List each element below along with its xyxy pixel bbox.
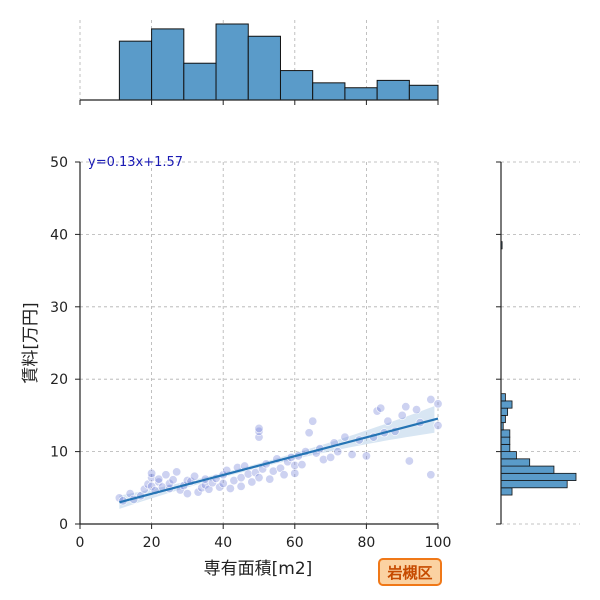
y-tick-label: 30 xyxy=(50,300,68,316)
right-hist-bar xyxy=(500,393,506,402)
right-histogram xyxy=(496,161,580,525)
right-hist-bar xyxy=(500,451,517,460)
scatter-point xyxy=(361,451,371,461)
scatter-point xyxy=(243,469,253,479)
scatter-point xyxy=(218,478,228,488)
scatter-point xyxy=(340,432,350,442)
scatter-point xyxy=(147,468,157,478)
x-tick-label: 0 xyxy=(76,535,85,551)
top-hist-bar xyxy=(376,79,410,101)
scatter-point xyxy=(308,416,318,426)
scatter-point xyxy=(254,473,264,483)
y-tick-label: 0 xyxy=(59,517,68,533)
scatter-point xyxy=(254,426,264,436)
right-hist-bar xyxy=(500,436,511,445)
top-hist-bar xyxy=(118,40,153,101)
scatter-point xyxy=(318,455,328,465)
y-axis-title: 賃料[万円] xyxy=(21,302,41,383)
scatter-point xyxy=(383,416,393,426)
right-hist-bar xyxy=(500,429,511,438)
scatter-point xyxy=(165,478,175,488)
x-axis-title: 専有面積[m2] xyxy=(204,559,313,579)
scatter-point xyxy=(236,481,246,491)
scatter-point xyxy=(279,470,289,480)
scatter-point xyxy=(372,406,382,416)
scatter-point xyxy=(190,471,200,481)
scatter-point xyxy=(401,402,411,412)
regression-confidence-band xyxy=(119,406,435,509)
scatter-point xyxy=(326,452,336,462)
scatter-point xyxy=(215,482,225,492)
scatter-point xyxy=(172,467,182,477)
top-hist-bar xyxy=(215,23,249,101)
scatter-point xyxy=(426,470,436,480)
scatter-point xyxy=(433,399,443,409)
top-histogram xyxy=(79,20,439,105)
regression-line xyxy=(119,417,439,504)
scatter-point xyxy=(404,456,414,466)
scatter-point xyxy=(247,477,257,487)
scatter-point xyxy=(265,474,275,484)
scatter-point xyxy=(412,405,422,415)
right-hist-bar xyxy=(500,472,577,481)
top-hist-bar xyxy=(151,28,185,101)
top-hist-bar xyxy=(183,62,217,101)
district-badge-label: 岩槻区 xyxy=(386,564,432,582)
main-scatter-plot: 0 20 40 60 80 100 0 10 20 30 40 50 xyxy=(50,155,451,551)
right-hist-bar xyxy=(500,443,511,452)
right-hist-bar xyxy=(500,400,513,409)
top-hist-bar xyxy=(312,82,346,101)
y-tick-label: 20 xyxy=(50,372,68,388)
x-tick-label: 80 xyxy=(357,535,375,551)
scatter-point xyxy=(290,468,300,478)
top-hist-bar xyxy=(247,35,281,101)
scatter-point xyxy=(297,460,307,470)
scatter-point xyxy=(347,449,357,459)
scatter-point xyxy=(154,477,164,487)
x-tick-label: 20 xyxy=(143,535,161,551)
scatter-point xyxy=(154,474,164,484)
scatter-point xyxy=(254,423,264,433)
scatter-point xyxy=(225,484,235,494)
right-hist-bar xyxy=(500,458,531,467)
y-tick-label: 40 xyxy=(50,227,68,243)
scatter-point xyxy=(397,410,407,420)
scatter-point xyxy=(250,468,260,478)
top-hist-bar xyxy=(279,70,314,101)
regression-equation: y=0.13x+1.57 xyxy=(88,155,183,170)
scatter-point xyxy=(161,470,171,480)
x-tick-label: 40 xyxy=(214,535,232,551)
scatter-point xyxy=(426,394,436,404)
right-hist-bar xyxy=(500,487,513,496)
scatter-point xyxy=(304,428,314,438)
right-hist-bar xyxy=(500,414,506,424)
scatter-point xyxy=(290,460,300,470)
scatter-point xyxy=(182,489,192,499)
right-hist-bar xyxy=(500,407,509,416)
y-tick-label: 10 xyxy=(50,445,68,461)
scatter-point xyxy=(433,421,443,431)
top-hist-bar xyxy=(408,84,439,101)
top-hist-bar xyxy=(344,87,378,101)
x-tick-label: 100 xyxy=(425,535,452,551)
scatter-point xyxy=(376,403,386,413)
district-badge: 岩槻区 xyxy=(378,558,442,586)
right-hist-bar xyxy=(500,465,555,474)
scatter-point xyxy=(168,475,178,485)
x-tick-label: 60 xyxy=(286,535,304,551)
right-hist-bar xyxy=(500,480,568,489)
y-tick-label: 50 xyxy=(50,155,68,171)
scatter-point xyxy=(197,483,207,493)
scatter-point xyxy=(333,447,343,457)
scatter-point xyxy=(125,489,135,499)
